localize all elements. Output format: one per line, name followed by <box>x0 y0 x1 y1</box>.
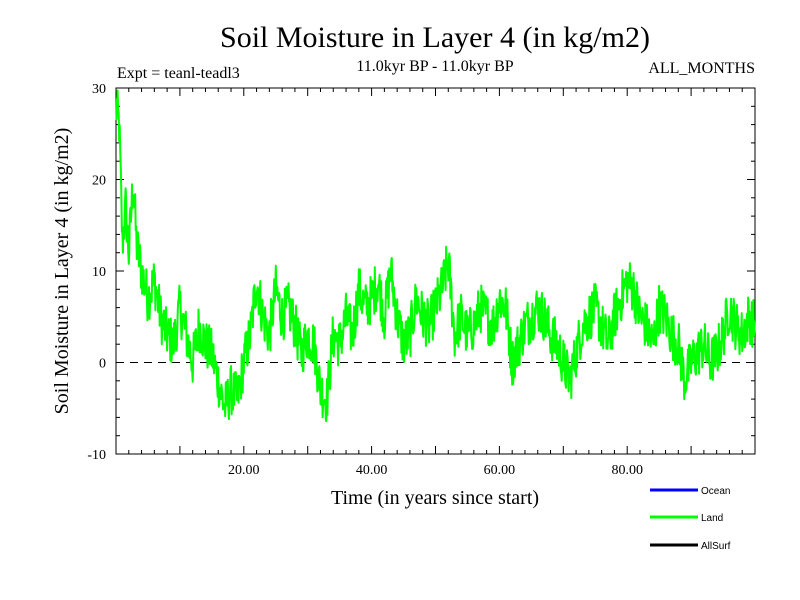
legend-land-label: Land <box>701 513 723 524</box>
x-axis-label: Time (in years since start) <box>331 487 539 509</box>
y-tick-label: -10 <box>87 448 106 463</box>
y-tick-label: 10 <box>92 265 106 280</box>
experiment-label: Expt = teanl-teadl3 <box>117 65 240 82</box>
months-label: ALL_MONTHS <box>648 60 755 77</box>
legend: Ocean Land AllSurf <box>650 486 731 552</box>
x-tick-label: 60.00 <box>484 463 516 478</box>
plot-frame <box>115 87 756 455</box>
chart-subtitle: 11.0kyr BP - 11.0kyr BP <box>356 58 513 75</box>
y-tick-label: 20 <box>92 174 106 189</box>
x-tick-label: 20.00 <box>228 463 260 478</box>
x-tick-label: 40.00 <box>356 463 388 478</box>
x-tick-label: 80.00 <box>611 463 643 478</box>
land-series-line <box>115 89 756 423</box>
y-axis-label: Soil Moisture in Layer 4 (in kg/m2) <box>51 128 73 415</box>
chart-title: Soil Moisture in Layer 4 (in kg/m2) <box>220 21 650 54</box>
legend-allsurf-label: AllSurf <box>701 541 731 552</box>
axis-tick-labels: 20.00 40.00 60.00 80.00 -10 0 10 20 30 <box>87 82 643 478</box>
axis-ticks <box>116 88 755 454</box>
y-tick-label: 30 <box>92 82 106 97</box>
legend-ocean-label: Ocean <box>701 486 730 497</box>
y-tick-label: 0 <box>99 357 106 372</box>
